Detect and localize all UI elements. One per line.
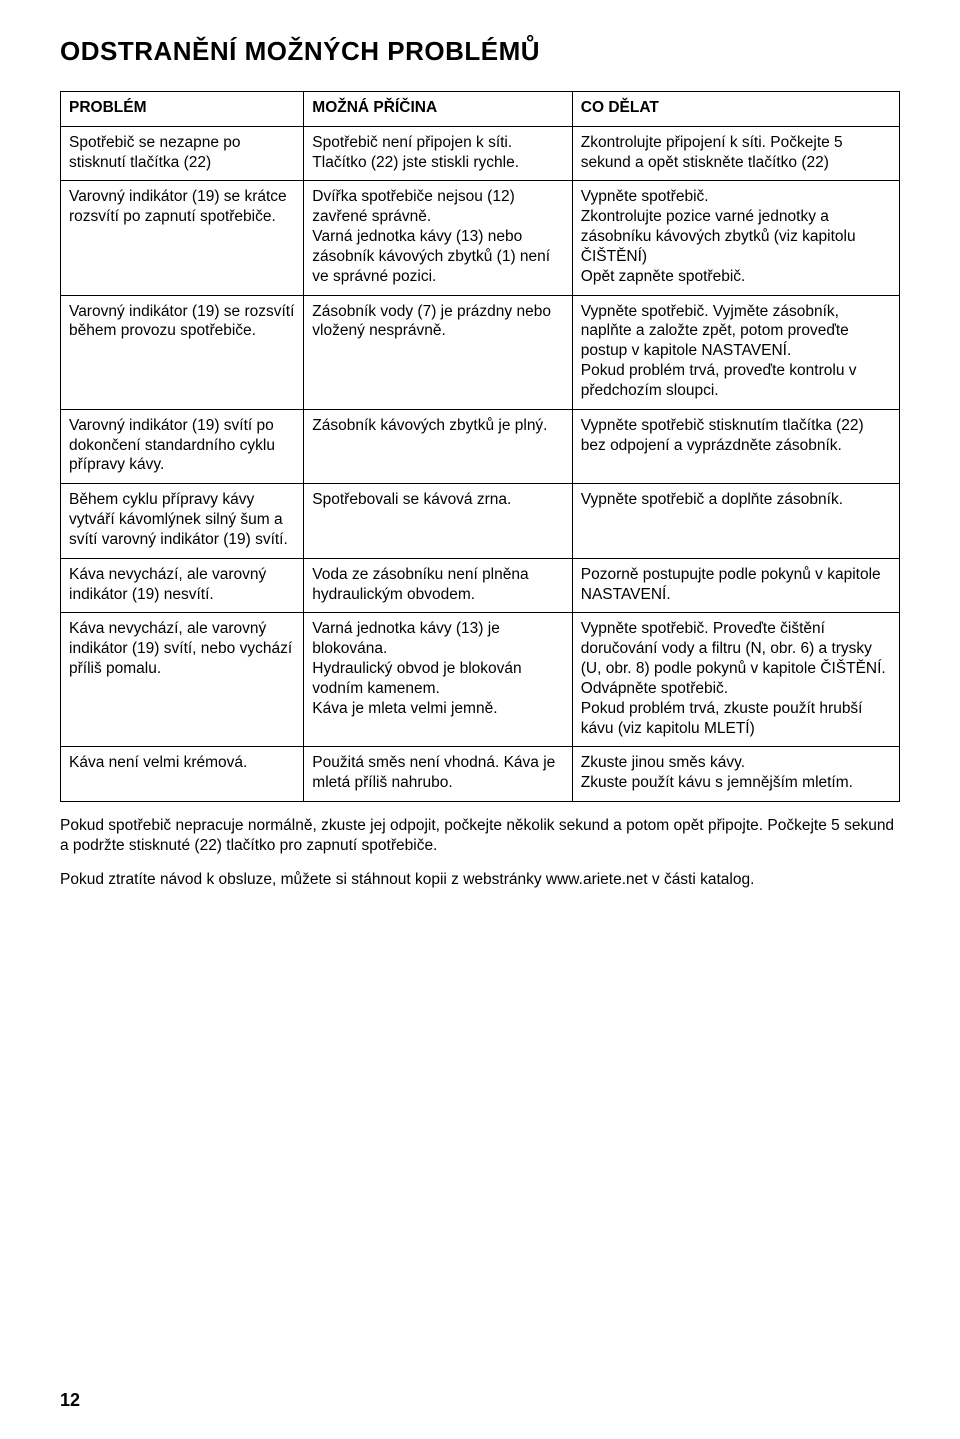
cell-problem: Během cyklu přípravy kávy vytváří kávoml…	[61, 484, 304, 558]
cell-cause: Zásobník vody (7) je prázdny nebo vložen…	[304, 295, 572, 409]
cell-action: Zkuste jinou směs kávy.Zkuste použít káv…	[572, 747, 899, 802]
table-row: Během cyklu přípravy kávy vytváří kávoml…	[61, 484, 900, 558]
table-row: Varovný indikátor (19) se krátce rozsvít…	[61, 181, 900, 295]
document-page: ODSTRANĚNÍ MOŽNÝCH PROBLÉMŮ PROBLÉM MOŽN…	[0, 0, 960, 1439]
table-row: Káva není velmi krémová. Použitá směs ne…	[61, 747, 900, 802]
footer-note: Pokud spotřebič nepracuje normálně, zkus…	[60, 816, 900, 856]
cell-problem: Varovný indikátor (19) svítí po dokončen…	[61, 409, 304, 483]
header-action: CO DĚLAT	[572, 92, 899, 127]
table-row: Káva nevychází, ale varovný indikátor (1…	[61, 613, 900, 747]
cell-cause: Varná jednotka kávy (13) je blokována.Hy…	[304, 613, 572, 747]
cell-problem: Varovný indikátor (19) se krátce rozsvít…	[61, 181, 304, 295]
cell-problem: Spotřebič se nezapne po stisknutí tlačít…	[61, 126, 304, 181]
cell-action: Vypněte spotřebič a doplňte zásobník.	[572, 484, 899, 558]
troubleshooting-table: PROBLÉM MOŽNÁ PŘÍČINA CO DĚLAT Spotřebič…	[60, 91, 900, 802]
table-row: Spotřebič se nezapne po stisknutí tlačít…	[61, 126, 900, 181]
cell-problem: Káva nevychází, ale varovný indikátor (1…	[61, 613, 304, 747]
table-row: Káva nevychází, ale varovný indikátor (1…	[61, 558, 900, 613]
cell-action: Vypněte spotřebič stisknutím tlačítka (2…	[572, 409, 899, 483]
cell-cause: Spotřebič není připojen k síti. Tlačítko…	[304, 126, 572, 181]
cell-problem: Káva není velmi krémová.	[61, 747, 304, 802]
table-row: Varovný indikátor (19) se rozsvítí během…	[61, 295, 900, 409]
footer-note: Pokud ztratíte návod k obsluze, můžete s…	[60, 870, 900, 890]
cell-action: Zkontrolujte připojení k síti. Počkejte …	[572, 126, 899, 181]
cell-action: Vypněte spotřebič. Vyjměte zásobník, nap…	[572, 295, 899, 409]
cell-problem: Káva nevychází, ale varovný indikátor (1…	[61, 558, 304, 613]
cell-action: Vypněte spotřebič. Proveďte čištění doru…	[572, 613, 899, 747]
cell-action: Vypněte spotřebič.Zkontrolujte pozice va…	[572, 181, 899, 295]
header-problem: PROBLÉM	[61, 92, 304, 127]
cell-problem: Varovný indikátor (19) se rozsvítí během…	[61, 295, 304, 409]
table-row: Varovný indikátor (19) svítí po dokončen…	[61, 409, 900, 483]
cell-cause: Voda ze zásobníku není plněna hydraulick…	[304, 558, 572, 613]
cell-cause: Zásobník kávových zbytků je plný.	[304, 409, 572, 483]
header-cause: MOŽNÁ PŘÍČINA	[304, 92, 572, 127]
cell-cause: Spotřebovali se kávová zrna.	[304, 484, 572, 558]
cell-cause: Použitá směs není vhodná. Káva je mletá …	[304, 747, 572, 802]
cell-action: Pozorně postupujte podle pokynů v kapito…	[572, 558, 899, 613]
table-header-row: PROBLÉM MOŽNÁ PŘÍČINA CO DĚLAT	[61, 92, 900, 127]
page-number: 12	[60, 1390, 80, 1411]
page-title: ODSTRANĚNÍ MOŽNÝCH PROBLÉMŮ	[60, 36, 900, 67]
cell-cause: Dvířka spotřebiče nejsou (12) zavřené sp…	[304, 181, 572, 295]
